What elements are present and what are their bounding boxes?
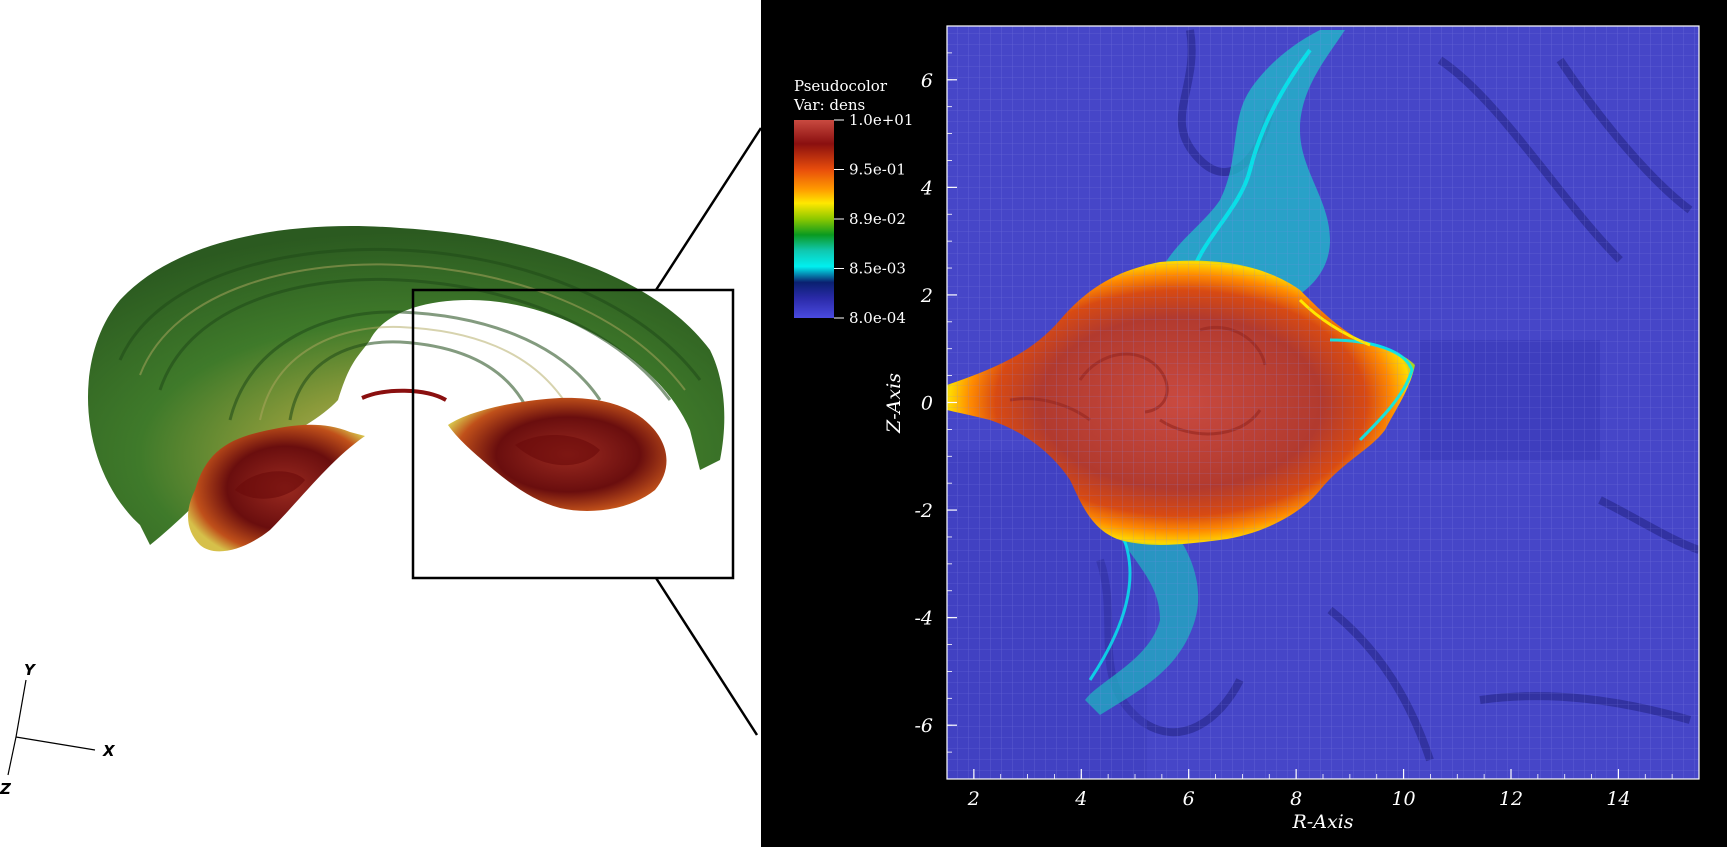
torus-render [87,226,725,552]
y-axis-title: Z-Axis [883,373,905,434]
x-tick-label: 6 [1183,788,1195,810]
legend-variable: Var: dens [793,96,865,114]
y-tick-label: 2 [920,285,933,307]
torus-hole [355,396,447,432]
x-axis-ticks: 2 4 6 8 10 12 14 [946,769,1700,810]
legend-title: Pseudocolor [794,77,888,95]
torus-body [87,226,725,545]
legend-colorbar [794,120,834,318]
x-tick-label: 14 [1606,788,1630,810]
x-tick-label: 12 [1499,788,1523,810]
y-tick-label: -4 [914,608,933,630]
y-tick-label: 6 [921,70,933,92]
triad-y-label: Y [24,661,37,679]
triad-x-label: X [102,742,116,760]
triad-z-label: Z [0,780,12,798]
x-tick-label: 10 [1391,788,1415,810]
legend-label: 8.0e-04 [849,309,906,327]
legend-label: 8.5e-03 [849,260,906,278]
y-tick-label: -2 [914,500,933,522]
x-tick-label: 2 [967,788,980,810]
y-axis-ticks: 6 4 2 0 -2 -4 -6 [914,25,957,780]
x-tick-label: 4 [1074,788,1087,810]
torus-stripes [118,247,702,421]
legend-label: 1.0e+01 [849,111,913,129]
zoom-region-box [411,288,735,580]
legend-labels: 1.0e+01 9.5e-01 8.9e-02 8.5e-03 8.0e-04 [834,111,913,327]
amr-grid-overlay [947,26,1699,779]
y-tick-label: 0 [921,393,933,415]
x-tick-label: 8 [1290,788,1302,810]
zoom-connector-top [654,127,763,291]
color-legend: Pseudocolor Var: dens 1.0e+01 9.5e-01 8.9e… [793,77,913,327]
x-axis-title: R-Axis [1292,811,1354,833]
zoom-connector-bottom [654,577,759,736]
slice-plot [946,25,1700,780]
axis-triad: Y X Z [0,661,116,798]
legend-label: 8.9e-02 [849,210,906,228]
y-tick-label: 4 [920,177,933,199]
y-tick-label: -6 [914,715,933,737]
legend-label: 9.5e-01 [849,161,906,179]
